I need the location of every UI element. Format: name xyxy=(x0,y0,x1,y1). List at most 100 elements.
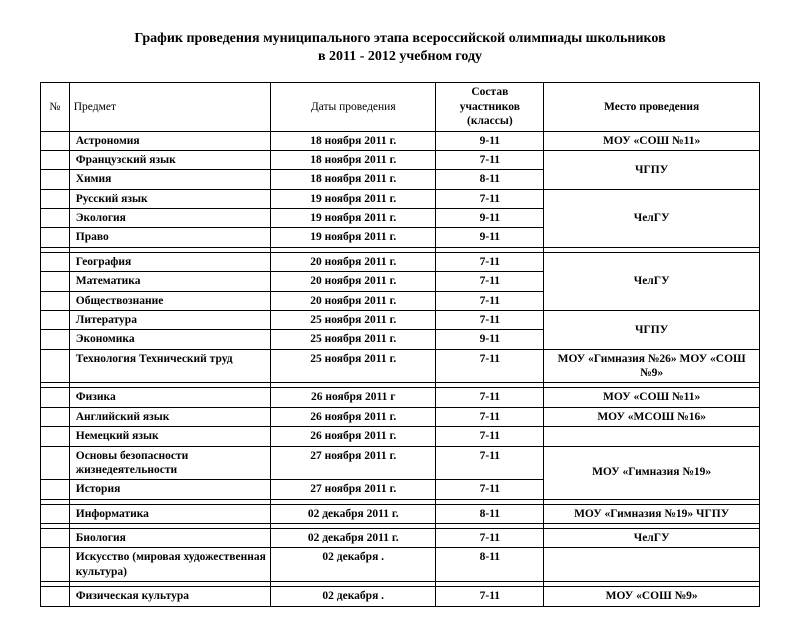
cell-num xyxy=(41,189,70,208)
header-dates: Даты проведения xyxy=(271,83,436,131)
table-row: Физика26 ноября 2011 г7-11МОУ «СОШ №11» xyxy=(41,388,760,407)
table-row: Немецкий язык26 ноября 2011 г.7-11 xyxy=(41,427,760,446)
cell-grades: 7-11 xyxy=(436,291,544,310)
cell-date: 25 ноября 2011 г. xyxy=(271,349,436,383)
cell-place: МОУ «СОШ №11» xyxy=(544,131,760,150)
table-row: Астрономия18 ноября 2011 г.9-11МОУ «СОШ … xyxy=(41,131,760,150)
cell-subject: Математика xyxy=(69,272,270,291)
cell-grades: 7-11 xyxy=(436,150,544,169)
header-place: Место проведения xyxy=(544,83,760,131)
cell-subject: Информатика xyxy=(69,504,270,523)
cell-grades: 9-11 xyxy=(436,131,544,150)
cell-date: 02 декабря . xyxy=(271,548,436,582)
cell-date: 26 ноября 2011 г xyxy=(271,388,436,407)
cell-grades: 8-11 xyxy=(436,504,544,523)
cell-subject: Экология xyxy=(69,209,270,228)
cell-grades: 7-11 xyxy=(436,529,544,548)
cell-place: ЧелГУ xyxy=(544,529,760,548)
cell-place: МОУ «Гимназия №19» xyxy=(544,446,760,499)
cell-place: МОУ «Гимназия №26» МОУ «СОШ №9» xyxy=(544,349,760,383)
cell-grades: 8-11 xyxy=(436,548,544,582)
cell-place: МОУ «СОШ №11» xyxy=(544,388,760,407)
cell-grades: 7-11 xyxy=(436,189,544,208)
cell-date: 02 декабря 2011 г. xyxy=(271,504,436,523)
cell-grades: 9-11 xyxy=(436,228,544,247)
cell-num xyxy=(41,228,70,247)
cell-date: 25 ноября 2011 г. xyxy=(271,310,436,329)
cell-num xyxy=(41,131,70,150)
cell-place: МОУ «МСОШ №16» xyxy=(544,407,760,426)
cell-subject: Французский язык xyxy=(69,150,270,169)
cell-subject: Астрономия xyxy=(69,131,270,150)
cell-date: 20 ноября 2011 г. xyxy=(271,252,436,271)
cell-num xyxy=(41,407,70,426)
header-subject: Предмет xyxy=(69,83,270,131)
table-header-row: № Предмет Даты проведения Состав участни… xyxy=(41,83,760,131)
table-row: Английский язык26 ноября 2011 г.7-11МОУ … xyxy=(41,407,760,426)
cell-subject: Право xyxy=(69,228,270,247)
cell-place: МОУ «СОШ №9» xyxy=(544,587,760,606)
cell-num xyxy=(41,587,70,606)
page-title: График проведения муниципального этапа в… xyxy=(40,30,760,66)
table-row: Искусство (мировая художественная культу… xyxy=(41,548,760,582)
cell-grades: 7-11 xyxy=(436,407,544,426)
cell-grades: 7-11 xyxy=(436,349,544,383)
cell-num xyxy=(41,170,70,189)
title-line1: График проведения муниципального этапа в… xyxy=(134,31,665,46)
table-row: Технология Технический труд25 ноября 201… xyxy=(41,349,760,383)
cell-place: МОУ «Гимназия №19» ЧГПУ xyxy=(544,504,760,523)
cell-date: 18 ноября 2011 г. xyxy=(271,150,436,169)
cell-grades: 7-11 xyxy=(436,388,544,407)
cell-date: 19 ноября 2011 г. xyxy=(271,209,436,228)
cell-grades: 7-11 xyxy=(436,252,544,271)
cell-place xyxy=(544,548,760,582)
cell-date: 19 ноября 2011 г. xyxy=(271,189,436,208)
cell-subject: Основы безопасности жизнедеятельности xyxy=(69,446,270,480)
cell-subject: Английский язык xyxy=(69,407,270,426)
cell-num xyxy=(41,480,70,499)
cell-num xyxy=(41,446,70,480)
cell-date: 26 ноября 2011 г. xyxy=(271,427,436,446)
cell-date: 19 ноября 2011 г. xyxy=(271,228,436,247)
cell-date: 20 ноября 2011 г. xyxy=(271,291,436,310)
cell-num xyxy=(41,529,70,548)
cell-date: 18 ноября 2011 г. xyxy=(271,170,436,189)
cell-grades: 7-11 xyxy=(436,272,544,291)
table-row: Физическая культура02 декабря .7-11МОУ «… xyxy=(41,587,760,606)
cell-grades: 9-11 xyxy=(436,209,544,228)
cell-date: 25 ноября 2011 г. xyxy=(271,330,436,349)
cell-num xyxy=(41,388,70,407)
cell-date: 18 ноября 2011 г. xyxy=(271,131,436,150)
cell-date: 20 ноября 2011 г. xyxy=(271,272,436,291)
cell-place xyxy=(544,427,760,446)
cell-subject: Немецкий язык xyxy=(69,427,270,446)
cell-subject: География xyxy=(69,252,270,271)
cell-subject: Обществознание xyxy=(69,291,270,310)
title-line2: в 2011 - 2012 учебном году xyxy=(318,49,482,64)
cell-subject: Биология xyxy=(69,529,270,548)
cell-grades: 7-11 xyxy=(436,446,544,480)
header-num: № xyxy=(41,83,70,131)
table-row: Литература25 ноября 2011 г.7-11ЧГПУ xyxy=(41,310,760,329)
cell-date: 02 декабря 2011 г. xyxy=(271,529,436,548)
cell-place: ЧГПУ xyxy=(544,310,760,349)
table-row: Информатика02 декабря 2011 г.8-11МОУ «Ги… xyxy=(41,504,760,523)
cell-subject: Литература xyxy=(69,310,270,329)
cell-date: 26 ноября 2011 г. xyxy=(271,407,436,426)
schedule-table: № Предмет Даты проведения Состав участни… xyxy=(40,82,760,606)
cell-date: 02 декабря . xyxy=(271,587,436,606)
table-row: Французский язык18 ноября 2011 г.7-11ЧГП… xyxy=(41,150,760,169)
table-row: География20 ноября 2011 г.7-11ЧелГУ xyxy=(41,252,760,271)
cell-grades: 7-11 xyxy=(436,587,544,606)
cell-grades: 7-11 xyxy=(436,480,544,499)
cell-num xyxy=(41,349,70,383)
cell-num xyxy=(41,272,70,291)
cell-place: ЧГПУ xyxy=(544,150,760,189)
cell-subject: Химия xyxy=(69,170,270,189)
cell-num xyxy=(41,427,70,446)
cell-num xyxy=(41,209,70,228)
cell-subject: Физика xyxy=(69,388,270,407)
cell-place: ЧелГУ xyxy=(544,252,760,310)
cell-subject: Экономика xyxy=(69,330,270,349)
cell-grades: 7-11 xyxy=(436,427,544,446)
